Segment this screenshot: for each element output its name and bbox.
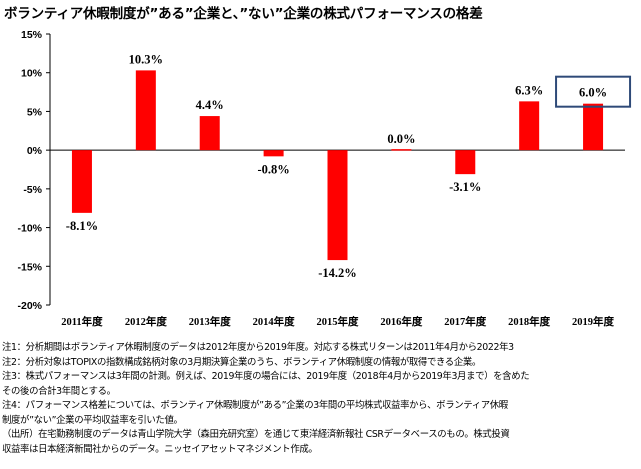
- category-label: 2014年度: [253, 315, 295, 328]
- y-tick-label: -5%: [23, 184, 42, 196]
- bar: [391, 149, 412, 151]
- category-label: 2018年度: [508, 315, 550, 328]
- data-label: -8.1%: [66, 219, 98, 233]
- y-tick-label: 15%: [21, 29, 43, 41]
- note-3: 注3：株式パフォーマンスは3年間の計測。例えば、2019年度の場合には、2019…: [2, 371, 530, 382]
- bar: [263, 150, 284, 157]
- category-label: 2015年度: [317, 315, 359, 328]
- data-label: 6.3%: [515, 83, 543, 97]
- data-label: 10.3%: [129, 52, 163, 66]
- bar-chart: 15% 10% 5% 0% -5% -10% -15% -20% -8.1% 2011年度 10.3…: [17, 29, 632, 328]
- category-label: 2012年度: [125, 315, 167, 328]
- data-label: 6.0%: [579, 86, 607, 100]
- data-label: -14.2%: [318, 266, 357, 280]
- chart-title: ボランティア休暇制度が”ある”企業と、”ない”企業の株式パフォーマンスの格差: [4, 6, 483, 22]
- footnotes: 注1：分析期間はボランティア休暇制度のデータは2012年度から2019年度。対応…: [2, 341, 639, 457]
- note-2: 注2：分析対象はTOPIXの指数構成銘柄対象の3月期決算企業のうち、ボランティア…: [2, 356, 481, 368]
- bar: [583, 103, 604, 151]
- data-label: -3.1%: [449, 180, 481, 194]
- category-label: 2019年度: [572, 315, 614, 328]
- bar: [71, 150, 92, 213]
- bar: [327, 150, 348, 261]
- category-label: 2011年度: [61, 315, 103, 328]
- note-4: 注4：パフォーマンス格差については、ボランティア休暇制度が”ある”企業の3年間の…: [2, 400, 508, 411]
- category-label: 2013年度: [189, 315, 231, 328]
- y-tick-label: 0%: [27, 145, 43, 157]
- highlight-box: [555, 75, 632, 108]
- y-tick-label: -10%: [17, 223, 42, 235]
- category-label: 2016年度: [380, 315, 422, 328]
- bar: [455, 150, 476, 175]
- bar: [519, 101, 540, 151]
- note-4-cont: 制度が”ない”企業の平均収益率を引いた値。: [2, 414, 183, 426]
- source-note-cont: 収益率は日本経済新聞社からのデータ。ニッセイアセットマネジメント作成。: [2, 443, 318, 455]
- note-1: 注1：分析期間はボランティア休暇制度のデータは2012年度から2019年度。対応…: [2, 342, 514, 353]
- y-tick-label: 5%: [27, 106, 43, 118]
- y-tick-label: 10%: [21, 68, 43, 80]
- data-label: -0.8%: [257, 162, 289, 176]
- category-label: 2017年度: [444, 315, 486, 328]
- y-tick-label: -20%: [17, 300, 42, 312]
- bar: [135, 70, 156, 151]
- bar: [199, 116, 220, 151]
- data-label: 4.4%: [196, 98, 224, 112]
- y-tick-label: -15%: [17, 261, 42, 273]
- data-label: 0.0%: [387, 132, 415, 146]
- source-note: （出所）在宅勤務制度のデータは青山学院大学（森田充研究室）を通じて東洋経済新報社…: [2, 429, 510, 440]
- note-3-cont: その後の合計3年間とする。: [2, 385, 116, 397]
